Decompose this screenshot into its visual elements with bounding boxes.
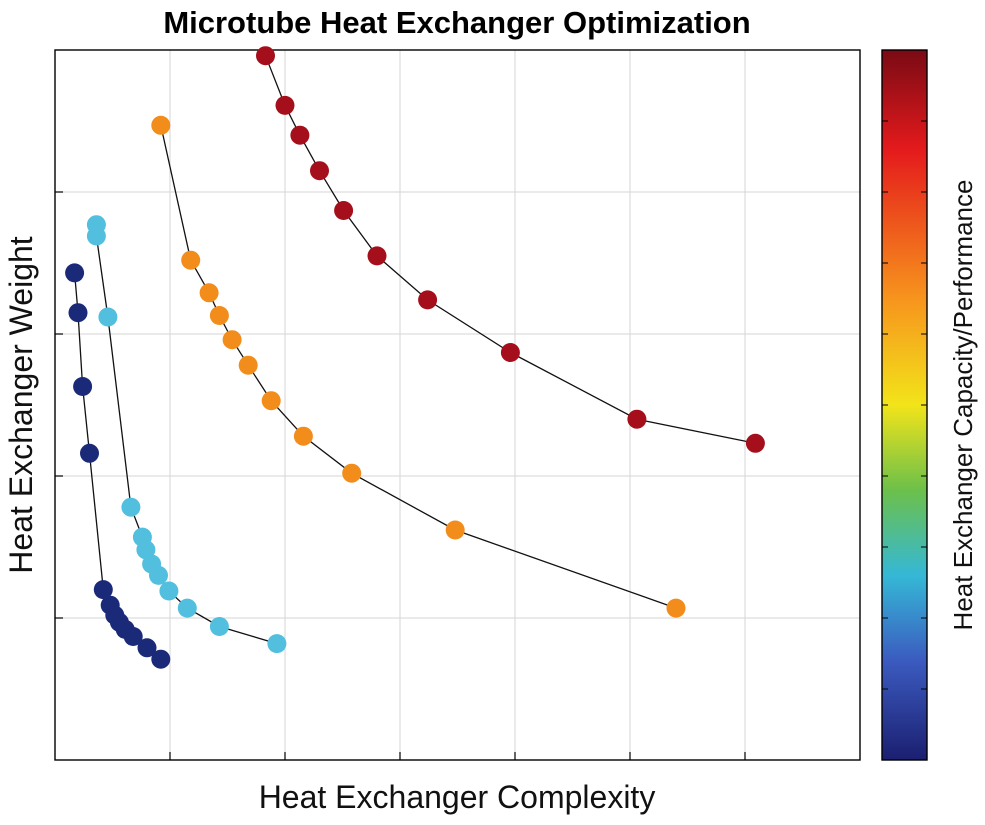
series-2-point <box>86 226 106 246</box>
y-axis-label: Heat Exchanger Weight <box>3 236 39 573</box>
colorbar <box>881 49 928 761</box>
series-3-point <box>151 115 171 135</box>
series-2-point <box>267 634 287 654</box>
series-points <box>65 46 765 669</box>
series-2-point <box>98 307 118 327</box>
series-1-point <box>73 377 93 396</box>
series-lines <box>73 55 756 660</box>
colorbar-ticks <box>882 120 927 690</box>
series-4-point <box>256 46 275 66</box>
series-3-point <box>199 283 219 303</box>
series-4-point <box>367 246 387 266</box>
series-3-point <box>238 355 258 375</box>
series-3-point <box>181 250 201 270</box>
series-1-point <box>80 443 99 463</box>
series-4-point <box>500 343 520 362</box>
series-1-point <box>93 580 113 600</box>
plot-frame <box>54 49 861 761</box>
grid <box>55 50 860 760</box>
series-4-point <box>627 409 647 429</box>
series-1-point <box>137 638 157 658</box>
chart-title: Microtube Heat Exchanger Optimization <box>163 5 750 40</box>
series-4-point <box>745 433 765 453</box>
series-2-point <box>149 565 168 585</box>
series-4-point <box>334 201 354 220</box>
series-1-point <box>151 649 171 669</box>
colorbar-label: Heat Exchanger Capacity/Performance <box>948 180 978 631</box>
axis-ticks <box>55 191 746 760</box>
series-1-point <box>68 303 88 323</box>
x-axis-label: Heat Exchanger Complexity <box>259 779 656 815</box>
series-4-point <box>418 290 438 310</box>
series-2-point <box>159 581 179 601</box>
series-2-line <box>95 224 278 645</box>
series-2-point <box>209 617 229 636</box>
series-3-point <box>293 426 313 446</box>
series-3-point <box>445 520 465 540</box>
series-3-point <box>261 391 281 411</box>
series-3-line <box>160 125 677 609</box>
series-2-point <box>177 598 197 618</box>
series-4-point <box>290 125 310 145</box>
series-4-point <box>310 161 329 181</box>
series-3-point <box>666 598 686 618</box>
series-4-line <box>264 55 756 444</box>
series-2-point <box>121 497 141 517</box>
series-3-point <box>209 306 229 325</box>
series-1-point <box>123 627 143 646</box>
series-3-point <box>342 463 362 483</box>
series-3-point <box>222 330 242 350</box>
series-4-point <box>275 95 295 115</box>
series-1-point <box>65 263 85 283</box>
